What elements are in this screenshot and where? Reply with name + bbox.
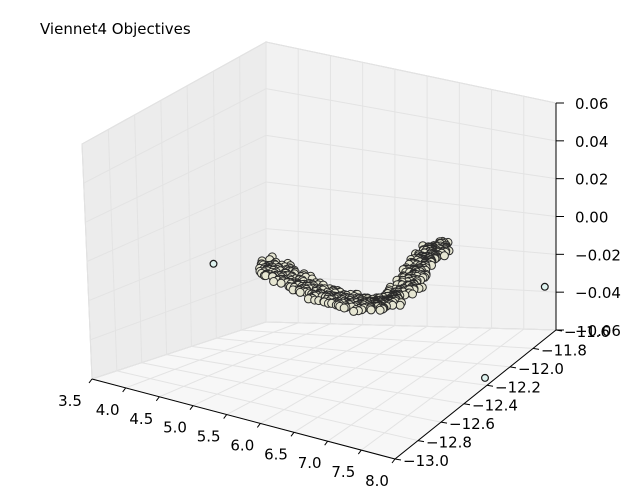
- y-tick-label: −12.0: [518, 360, 564, 378]
- x-tick: [155, 396, 160, 402]
- z-tick-label: 0.04: [575, 133, 608, 151]
- z-gridline: [81, 41, 267, 145]
- y-tick: [509, 366, 517, 369]
- x-tick: [391, 458, 396, 464]
- x-gridline: [192, 324, 363, 407]
- data-point: [269, 277, 279, 286]
- outlier-point: [481, 373, 490, 382]
- z-gridline: [265, 41, 557, 104]
- z-gridline: [85, 134, 267, 223]
- y-gridline: [141, 362, 442, 423]
- chart-title: Viennet4 Objectives: [40, 20, 191, 38]
- y-gridline: [216, 337, 511, 368]
- axes: [88, 102, 564, 464]
- y-tick-label: −12.8: [426, 434, 472, 452]
- data-point: [375, 305, 385, 315]
- z-tick-label: 0.06: [575, 95, 608, 113]
- x-gridline: [327, 327, 492, 442]
- y-tick: [486, 384, 494, 387]
- z-gridline: [265, 228, 557, 255]
- x-tick-label: 7.5: [331, 463, 355, 481]
- y-gridline: [191, 345, 488, 386]
- data-point: [349, 306, 359, 316]
- y-tick-label: −12.4: [472, 397, 518, 415]
- x-gridline: [159, 323, 331, 398]
- tick-labels: 3.5 4.0 4.5 5.0 5.5 6.0 6.5 7.0 7.5 8.0 −13.0−12.8…: [58, 95, 621, 490]
- data-point: [395, 300, 405, 310]
- y-tick-label: −11.8: [541, 341, 587, 359]
- x-gridline: [293, 326, 460, 433]
- y-tick: [417, 440, 425, 443]
- outlier-point: [209, 259, 218, 268]
- x-tick-label: 6.0: [230, 436, 254, 454]
- z-gridline: [265, 321, 557, 331]
- x-gridline: [260, 326, 428, 424]
- y-gridline: [116, 370, 419, 442]
- outlier-point: [540, 282, 549, 291]
- data-point: [408, 289, 417, 299]
- x-gridline: [125, 322, 299, 389]
- data-point: [295, 287, 305, 297]
- z-tick-label: −0.06: [575, 322, 621, 340]
- x-tick-label: 7.0: [298, 454, 322, 472]
- x-tick-label: 4.5: [129, 410, 153, 428]
- x-tick-label: 5.5: [197, 428, 221, 446]
- z-gridline: [83, 88, 267, 184]
- data-point: [276, 278, 286, 288]
- x-tick: [357, 449, 362, 455]
- x-tick-label: 5.0: [163, 419, 187, 437]
- x-tick: [324, 440, 329, 446]
- x-tick: [122, 387, 127, 393]
- x-gridline: [361, 328, 525, 451]
- data-point: [339, 303, 349, 313]
- data-point: [439, 251, 449, 261]
- z-gridline: [265, 88, 557, 142]
- z-gridline: [265, 181, 557, 217]
- z-gridline: [86, 181, 267, 262]
- y-tick: [394, 458, 402, 461]
- z-tick-label: 0.00: [575, 209, 608, 227]
- z-gridline: [90, 274, 267, 341]
- z-gridline: [265, 134, 557, 180]
- y-gridline: [166, 354, 465, 405]
- y-tick: [463, 403, 471, 406]
- z-tick-label: −0.02: [575, 246, 621, 264]
- z-gridline: [88, 228, 267, 302]
- y-axis-line: [394, 329, 557, 460]
- x-gridline: [226, 325, 396, 415]
- data-point: [366, 305, 376, 315]
- z-tick-label: −0.04: [575, 284, 621, 302]
- x-tick: [256, 423, 261, 428]
- x-tick-label: 8.0: [365, 472, 389, 490]
- y-tick-label: −13.0: [403, 452, 449, 470]
- y-tick-label: −12.2: [495, 378, 541, 396]
- x-tick-label: 4.0: [96, 401, 120, 419]
- z-tick-label: 0.02: [575, 171, 608, 189]
- data-points: [209, 236, 549, 382]
- x-axis-line: [91, 378, 396, 460]
- y-tick-label: −12.6: [449, 415, 495, 433]
- y-tick: [440, 421, 448, 424]
- x-tick: [223, 414, 228, 419]
- y-tick: [532, 347, 540, 350]
- x-tick-label: 6.5: [264, 445, 288, 463]
- x-tick-label: 3.5: [58, 392, 82, 410]
- y-gridline: [241, 329, 534, 349]
- x-tick: [290, 432, 295, 437]
- x-tick: [189, 405, 194, 410]
- x-tick: [88, 378, 93, 384]
- y-tick-label: −11.6: [564, 323, 610, 341]
- z-gridline: [91, 321, 267, 380]
